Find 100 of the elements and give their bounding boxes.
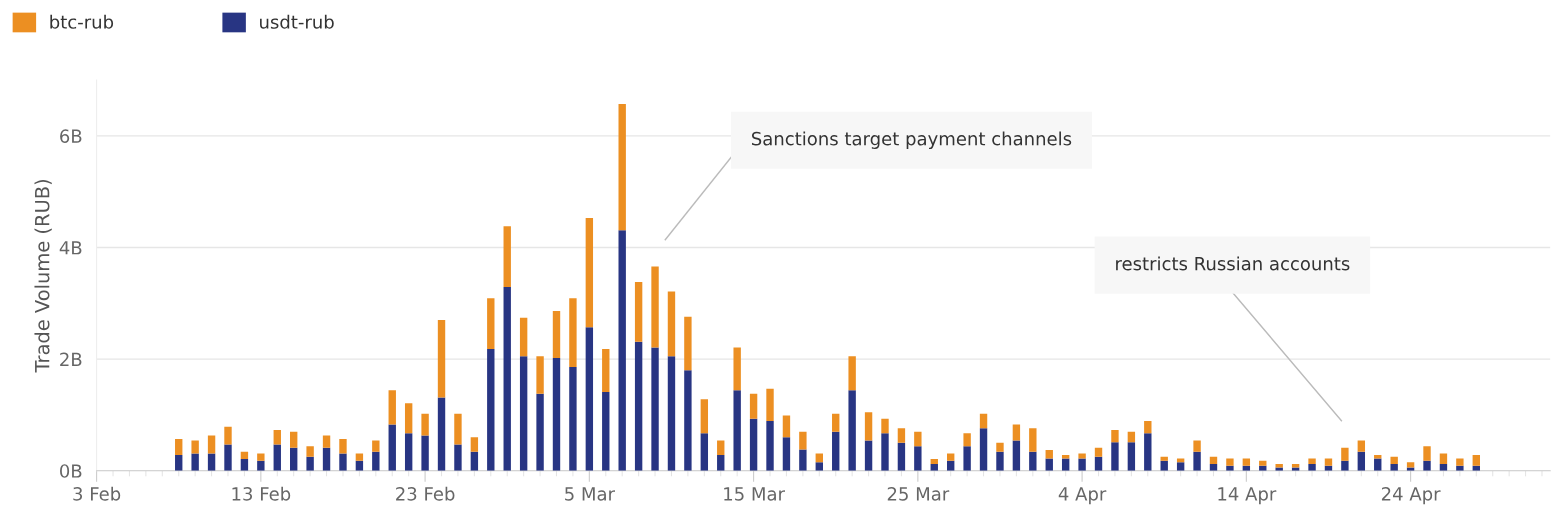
bar xyxy=(224,444,232,471)
bar xyxy=(569,366,577,471)
bar xyxy=(1390,464,1398,471)
bar xyxy=(618,104,626,231)
bar xyxy=(700,399,709,434)
bar xyxy=(437,320,446,398)
bar xyxy=(552,358,561,471)
bar xyxy=(749,393,758,419)
x-tick-label: 5 Mar xyxy=(565,487,615,501)
bar xyxy=(1209,456,1218,465)
bar xyxy=(1061,458,1070,471)
bar xyxy=(339,453,347,471)
bar xyxy=(519,356,528,471)
bar xyxy=(799,431,807,450)
bar xyxy=(1226,458,1234,466)
bar xyxy=(651,266,659,348)
x-tick-label: 24 Apr xyxy=(1381,487,1441,505)
bar xyxy=(1127,442,1136,471)
bar xyxy=(585,327,594,471)
bar xyxy=(864,440,873,471)
bar xyxy=(700,433,709,471)
bar xyxy=(487,349,495,471)
bar xyxy=(782,437,791,471)
bar xyxy=(273,444,281,471)
y-tick-label: 4B xyxy=(59,241,82,255)
bar xyxy=(224,426,232,445)
bar xyxy=(1144,421,1152,434)
y-tick-label: 2B xyxy=(60,352,82,366)
bar xyxy=(536,356,544,394)
bar xyxy=(454,413,462,445)
bar xyxy=(881,433,889,471)
bar xyxy=(207,435,216,454)
bar xyxy=(372,451,380,471)
bar xyxy=(1423,460,1431,471)
bar xyxy=(552,311,561,358)
bar xyxy=(1127,431,1136,443)
bar xyxy=(979,428,988,471)
bar xyxy=(979,413,988,429)
bar xyxy=(914,446,922,471)
bar xyxy=(1045,450,1053,459)
bar xyxy=(257,460,265,471)
bar xyxy=(897,442,906,471)
bar xyxy=(1308,464,1316,471)
bar xyxy=(290,431,298,448)
bar xyxy=(733,390,741,471)
y-axis-title: Trade Volume (RUB) xyxy=(34,179,52,373)
bar xyxy=(667,356,676,471)
bar xyxy=(1242,458,1251,466)
bar xyxy=(1193,451,1201,471)
bar xyxy=(257,453,265,461)
bar xyxy=(306,456,314,471)
bar xyxy=(404,433,413,471)
y-tick-label: 0B xyxy=(60,464,82,478)
bar xyxy=(651,347,659,471)
bar xyxy=(1308,458,1316,465)
bar xyxy=(848,356,856,391)
bar xyxy=(421,435,429,471)
bar xyxy=(454,444,462,471)
bar xyxy=(1029,428,1037,452)
bar xyxy=(240,451,249,460)
bar xyxy=(766,421,774,471)
bar xyxy=(618,230,626,471)
bar xyxy=(470,437,479,452)
bar xyxy=(815,453,823,463)
bar xyxy=(832,431,840,471)
bar xyxy=(667,291,676,357)
bar xyxy=(832,413,840,432)
bar xyxy=(717,455,725,471)
annotation: restricts Russian accounts xyxy=(1116,256,1350,271)
bar xyxy=(175,455,183,471)
bar xyxy=(1472,455,1480,466)
legend-label: btc-rub xyxy=(50,14,114,29)
bar xyxy=(881,418,889,434)
bar xyxy=(1406,462,1415,468)
bar xyxy=(963,446,971,471)
bar xyxy=(421,413,429,436)
bar xyxy=(1423,446,1431,461)
bar xyxy=(782,415,791,438)
bar xyxy=(815,462,823,471)
x-tick-label: 3 Feb xyxy=(73,486,121,501)
bar xyxy=(733,347,741,391)
bar xyxy=(388,424,396,471)
bar xyxy=(1012,440,1021,471)
bar xyxy=(322,435,331,448)
bar xyxy=(996,451,1004,471)
bar xyxy=(1324,458,1333,466)
bar xyxy=(273,429,281,445)
x-tick-label: 25 Mar xyxy=(887,487,950,501)
bar xyxy=(503,226,511,288)
bar xyxy=(602,349,610,393)
bar xyxy=(585,217,594,328)
bar xyxy=(930,459,938,465)
bar xyxy=(306,446,314,457)
bar xyxy=(1341,460,1349,471)
bar xyxy=(536,393,544,471)
bar xyxy=(634,341,643,471)
bar xyxy=(602,392,610,471)
bar xyxy=(1259,460,1267,466)
bar xyxy=(487,298,495,350)
bar xyxy=(766,388,774,422)
